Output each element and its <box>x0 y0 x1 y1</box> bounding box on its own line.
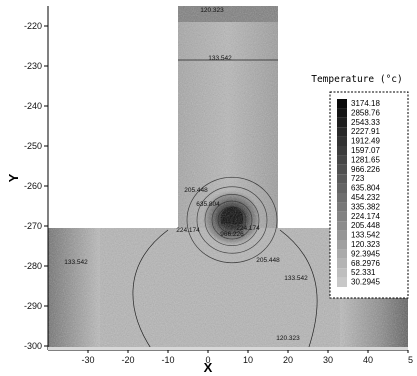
x-tick-label: 5 <box>408 355 413 365</box>
legend-swatch <box>337 155 347 165</box>
contour-ring <box>217 206 247 234</box>
contour-lines <box>132 59 318 351</box>
legend-level-label: 1281.65 <box>351 155 380 164</box>
legend-swatch <box>337 146 347 156</box>
contour-ring <box>211 200 253 240</box>
contour-label: 966.226 <box>220 231 244 238</box>
legend-level-label: 1597.07 <box>351 146 380 155</box>
contour-ring <box>196 186 268 254</box>
contour-label: 133.542 <box>208 55 232 62</box>
legend-swatch <box>337 240 347 250</box>
legend-level-label: 68.2976 <box>351 259 380 268</box>
legend-level-label: 335.382 <box>351 202 380 211</box>
legend: Temperature (°c) 3174.182858.762543.3322… <box>311 74 409 299</box>
contour-ring <box>186 176 278 264</box>
legend-title: Temperature (°c) <box>311 74 403 85</box>
legend-swatch <box>337 230 347 240</box>
x-tick-label: 10 <box>243 355 253 365</box>
legend-swatch <box>337 249 347 259</box>
contour-line-left <box>132 229 169 351</box>
legend-swatch <box>337 99 347 109</box>
legend-level-label: 224.174 <box>351 212 380 221</box>
legend-level-label: 723 <box>351 174 365 183</box>
x-tick-label: -10 <box>161 355 174 365</box>
x-tick-label: 0 <box>205 355 210 365</box>
legend-items: 3174.182858.762543.332227.911912.491597.… <box>337 99 380 287</box>
y-tick-label: -230 <box>24 61 42 71</box>
legend-level-label: 2227.91 <box>351 127 380 136</box>
legend-swatch <box>337 127 347 137</box>
legend-level-label: 52.331 <box>351 268 376 277</box>
legend-level-label: 1912.49 <box>351 137 380 146</box>
grain-overlay-column <box>178 6 278 228</box>
x-tick-label: 30 <box>323 355 333 365</box>
contour-ring <box>204 194 260 247</box>
y-tick-label: -250 <box>24 141 42 151</box>
y-tick-label: -260 <box>24 181 42 191</box>
contour-label: 133.542 <box>64 259 88 266</box>
y-tick-label: -280 <box>24 261 42 271</box>
legend-level-label: 3174.18 <box>351 99 380 108</box>
legend-level-label: 120.323 <box>351 240 380 249</box>
legend-level-label: 454.232 <box>351 193 380 202</box>
legend-level-label: 2858.76 <box>351 108 380 117</box>
x-tick-label: 20 <box>283 355 293 365</box>
contour-label: 224.174 <box>236 225 260 232</box>
contour-label: 205.448 <box>184 187 208 194</box>
legend-level-label: 92.3945 <box>351 249 380 258</box>
axes: -220-230-240-250-260-270-280-290-300 -30… <box>6 6 413 375</box>
legend-level-label: 205.448 <box>351 221 380 230</box>
legend-swatch <box>337 183 347 193</box>
legend-swatch <box>337 193 347 203</box>
legend-swatch <box>337 164 347 175</box>
x-tick-label: -20 <box>121 355 134 365</box>
legend-swatch <box>337 211 347 222</box>
legend-level-label: 30.2945 <box>351 278 380 287</box>
contour-label: 133.542 <box>284 275 308 282</box>
x-tick-strip <box>48 347 408 350</box>
legend-level-label: 966.226 <box>351 165 380 174</box>
legend-level-label: 133.542 <box>351 231 380 240</box>
contour-line-right <box>279 229 318 351</box>
y-tick-label: -290 <box>24 301 42 311</box>
contour-label: 120.323 <box>276 335 300 342</box>
legend-swatch <box>337 277 347 287</box>
y-ticks: -220 -230 -240 -250 -260 -270 -280 -290 -300 <box>24 21 48 351</box>
contour-label: 205.448 <box>256 257 280 264</box>
y-tick-label: -220 <box>24 21 42 31</box>
legend-level-label: 635.804 <box>351 184 380 193</box>
legend-swatch <box>337 117 347 128</box>
x-axis-label: X <box>204 360 213 375</box>
contour-label: 120.323 <box>200 7 224 14</box>
y-tick-label: -240 <box>24 101 42 111</box>
legend-swatch <box>337 136 347 146</box>
legend-swatch <box>337 108 347 118</box>
legend-swatch <box>337 202 347 212</box>
x-tick-label: 40 <box>363 355 373 365</box>
contour-labels: 120.323133.542205.448635.804224.174966.2… <box>64 7 308 342</box>
legend-swatch <box>337 268 347 278</box>
x-tick-label: -30 <box>81 355 94 365</box>
y-tick-label: -270 <box>24 221 42 231</box>
y-axis-label: Y <box>6 173 21 182</box>
legend-swatch <box>337 258 347 269</box>
legend-level-label: 2543.33 <box>351 118 380 127</box>
y-tick-label: -300 <box>24 341 42 351</box>
legend-swatch <box>337 174 347 184</box>
x-ticks: -30 -20 -10 0 10 20 30 40 5 <box>81 350 413 365</box>
legend-swatch <box>337 221 347 231</box>
contour-label: 635.804 <box>196 201 220 208</box>
contour-label: 224.174 <box>176 227 200 234</box>
